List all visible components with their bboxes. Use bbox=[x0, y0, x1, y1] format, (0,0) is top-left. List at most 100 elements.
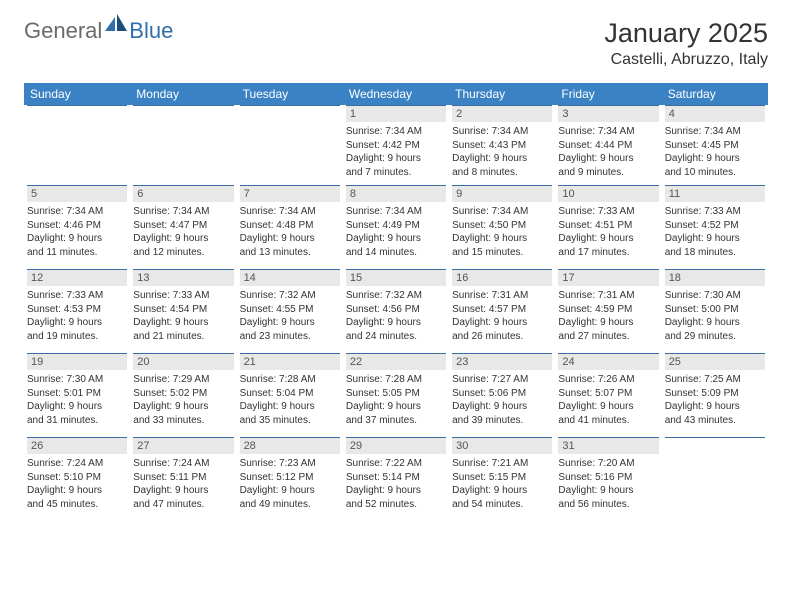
day-number: 4 bbox=[665, 105, 765, 122]
daylight-text-1: Daylight: 9 hours bbox=[558, 232, 658, 246]
dayname-header: Friday bbox=[555, 83, 661, 105]
day-number: 31 bbox=[558, 437, 658, 454]
daylight-text-1: Daylight: 9 hours bbox=[558, 400, 658, 414]
sunrise-text: Sunrise: 7:34 AM bbox=[452, 205, 552, 219]
day-number: 9 bbox=[452, 185, 552, 202]
day-names-row: SundayMondayTuesdayWednesdayThursdayFrid… bbox=[24, 83, 768, 105]
week-row: 26Sunrise: 7:24 AMSunset: 5:10 PMDayligh… bbox=[24, 437, 768, 521]
sunrise-text: Sunrise: 7:22 AM bbox=[346, 457, 446, 471]
sunset-text: Sunset: 4:53 PM bbox=[27, 303, 127, 317]
sunset-text: Sunset: 4:44 PM bbox=[558, 139, 658, 153]
day-number: 14 bbox=[240, 269, 340, 286]
day-cell: 12 Sunrise: 7:33 AMSunset: 4:53 PMDayligh… bbox=[24, 269, 130, 353]
sunset-text: Sunset: 4:57 PM bbox=[452, 303, 552, 317]
sunset-text: Sunset: 4:52 PM bbox=[665, 219, 765, 233]
dayname-header: Thursday bbox=[449, 83, 555, 105]
daylight-text-2: and 23 minutes. bbox=[240, 330, 340, 344]
sunset-text: Sunset: 4:50 PM bbox=[452, 219, 552, 233]
location-subtitle: Castelli, Abruzzo, Italy bbox=[604, 51, 768, 69]
daylight-text-2: and 19 minutes. bbox=[27, 330, 127, 344]
daylight-text-1: Daylight: 9 hours bbox=[27, 316, 127, 330]
day-number: 6 bbox=[133, 185, 233, 202]
day-cell bbox=[237, 105, 343, 185]
week-row: 12Sunrise: 7:33 AMSunset: 4:53 PMDayligh… bbox=[24, 269, 768, 353]
sunrise-text: Sunrise: 7:34 AM bbox=[665, 125, 765, 139]
daylight-text-1: Daylight: 9 hours bbox=[665, 400, 765, 414]
sunrise-text: Sunrise: 7:34 AM bbox=[346, 205, 446, 219]
sunrise-text: Sunrise: 7:23 AM bbox=[240, 457, 340, 471]
sunset-text: Sunset: 4:59 PM bbox=[558, 303, 658, 317]
day-number: 3 bbox=[558, 105, 658, 122]
sunset-text: Sunset: 5:10 PM bbox=[27, 471, 127, 485]
day-number: 19 bbox=[27, 353, 127, 370]
day-number: 7 bbox=[240, 185, 340, 202]
dayhead-empty bbox=[240, 105, 340, 124]
daylight-text-2: and 12 minutes. bbox=[133, 246, 233, 260]
daylight-text-1: Daylight: 9 hours bbox=[452, 484, 552, 498]
sunrise-text: Sunrise: 7:31 AM bbox=[558, 289, 658, 303]
day-cell: 1Sunrise: 7:34 AMSunset: 4:42 PMDaylight… bbox=[343, 105, 449, 185]
day-number: 20 bbox=[133, 353, 233, 370]
daylight-text-2: and 41 minutes. bbox=[558, 414, 658, 428]
sunset-text: Sunset: 5:06 PM bbox=[452, 387, 552, 401]
sunrise-text: Sunrise: 7:28 AM bbox=[240, 373, 340, 387]
day-cell: 7 Sunrise: 7:34 AMSunset: 4:48 PMDaylight… bbox=[237, 185, 343, 269]
sunrise-text: Sunrise: 7:34 AM bbox=[452, 125, 552, 139]
daylight-text-2: and 14 minutes. bbox=[346, 246, 446, 260]
daylight-text-1: Daylight: 9 hours bbox=[346, 152, 446, 166]
day-number: 12 bbox=[27, 269, 127, 286]
daylight-text-1: Daylight: 9 hours bbox=[240, 400, 340, 414]
day-cell: 31Sunrise: 7:20 AMSunset: 5:16 PMDayligh… bbox=[555, 437, 661, 521]
daylight-text-2: and 43 minutes. bbox=[665, 414, 765, 428]
dayname-header: Sunday bbox=[24, 83, 130, 105]
dayname-header: Tuesday bbox=[237, 83, 343, 105]
daylight-text-2: and 17 minutes. bbox=[558, 246, 658, 260]
daylight-text-2: and 47 minutes. bbox=[133, 498, 233, 512]
sunrise-text: Sunrise: 7:33 AM bbox=[27, 289, 127, 303]
day-number: 24 bbox=[558, 353, 658, 370]
sunset-text: Sunset: 4:55 PM bbox=[240, 303, 340, 317]
sunrise-text: Sunrise: 7:33 AM bbox=[133, 289, 233, 303]
dayhead-empty bbox=[665, 437, 765, 456]
day-number: 16 bbox=[452, 269, 552, 286]
day-cell: 13Sunrise: 7:33 AMSunset: 4:54 PMDayligh… bbox=[130, 269, 236, 353]
daylight-text-1: Daylight: 9 hours bbox=[240, 316, 340, 330]
sunrise-text: Sunrise: 7:34 AM bbox=[240, 205, 340, 219]
day-number: 21 bbox=[240, 353, 340, 370]
day-cell: 30Sunrise: 7:21 AMSunset: 5:15 PMDayligh… bbox=[449, 437, 555, 521]
sunrise-text: Sunrise: 7:33 AM bbox=[558, 205, 658, 219]
sunset-text: Sunset: 5:14 PM bbox=[346, 471, 446, 485]
week-row: 5Sunrise: 7:34 AMSunset: 4:46 PMDaylight… bbox=[24, 185, 768, 269]
sunrise-text: Sunrise: 7:24 AM bbox=[27, 457, 127, 471]
daylight-text-2: and 27 minutes. bbox=[558, 330, 658, 344]
day-cell: 19Sunrise: 7:30 AMSunset: 5:01 PMDayligh… bbox=[24, 353, 130, 437]
sunset-text: Sunset: 4:48 PM bbox=[240, 219, 340, 233]
day-cell: 3Sunrise: 7:34 AMSunset: 4:44 PMDaylight… bbox=[555, 105, 661, 185]
sunset-text: Sunset: 5:11 PM bbox=[133, 471, 233, 485]
day-cell: 21Sunrise: 7:28 AMSunset: 5:04 PMDayligh… bbox=[237, 353, 343, 437]
sunrise-text: Sunrise: 7:33 AM bbox=[665, 205, 765, 219]
daylight-text-1: Daylight: 9 hours bbox=[240, 232, 340, 246]
dayhead-empty bbox=[133, 105, 233, 124]
day-number: 17 bbox=[558, 269, 658, 286]
sunrise-text: Sunrise: 7:25 AM bbox=[665, 373, 765, 387]
sunset-text: Sunset: 5:12 PM bbox=[240, 471, 340, 485]
sunset-text: Sunset: 5:07 PM bbox=[558, 387, 658, 401]
day-cell: 10Sunrise: 7:33 AMSunset: 4:51 PMDayligh… bbox=[555, 185, 661, 269]
day-number: 15 bbox=[346, 269, 446, 286]
day-cell bbox=[24, 105, 130, 185]
month-title: January 2025 bbox=[604, 18, 768, 49]
sunset-text: Sunset: 5:15 PM bbox=[452, 471, 552, 485]
daylight-text-1: Daylight: 9 hours bbox=[558, 316, 658, 330]
day-cell: 16Sunrise: 7:31 AMSunset: 4:57 PMDayligh… bbox=[449, 269, 555, 353]
day-cell: 24Sunrise: 7:26 AMSunset: 5:07 PMDayligh… bbox=[555, 353, 661, 437]
sunset-text: Sunset: 4:43 PM bbox=[452, 139, 552, 153]
sunset-text: Sunset: 4:45 PM bbox=[665, 139, 765, 153]
sunrise-text: Sunrise: 7:21 AM bbox=[452, 457, 552, 471]
daylight-text-2: and 45 minutes. bbox=[27, 498, 127, 512]
dayname-header: Wednesday bbox=[343, 83, 449, 105]
day-cell: 11Sunrise: 7:33 AMSunset: 4:52 PMDayligh… bbox=[662, 185, 768, 269]
day-number: 22 bbox=[346, 353, 446, 370]
daylight-text-2: and 8 minutes. bbox=[452, 166, 552, 180]
sunset-text: Sunset: 4:51 PM bbox=[558, 219, 658, 233]
